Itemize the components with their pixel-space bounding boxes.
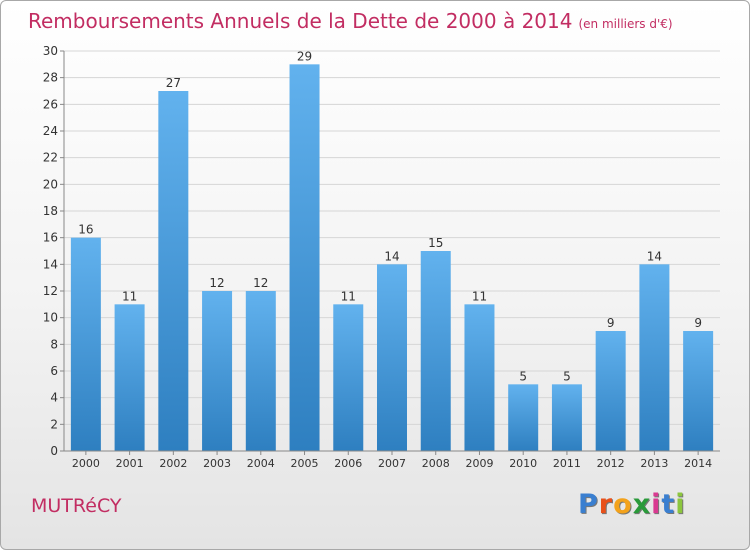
- x-tick-label-2008: 2008: [422, 457, 450, 470]
- y-tick-label: 24: [43, 124, 58, 138]
- x-tick-label-2000: 2000: [72, 457, 100, 470]
- bar-2010: [508, 384, 539, 451]
- y-tick-label: 20: [43, 177, 58, 191]
- y-tick-label: 16: [43, 231, 58, 245]
- y-tick-label: 28: [43, 71, 58, 85]
- chart-title-text: Remboursements Annuels de la Dette de 20…: [28, 9, 573, 33]
- bar-2004: [245, 291, 276, 451]
- bar-2001: [114, 304, 145, 451]
- logo-letter: i: [651, 489, 662, 520]
- value-label-2000: 16: [78, 223, 93, 237]
- y-tick-label: 18: [43, 204, 58, 218]
- bar-2011: [551, 384, 582, 451]
- y-tick-label: 8: [50, 337, 58, 351]
- value-label-2010: 5: [519, 369, 527, 383]
- bar-2006: [333, 304, 364, 451]
- x-tick-label-2003: 2003: [203, 457, 231, 470]
- value-label-2008: 15: [428, 236, 443, 250]
- bar-2002: [158, 91, 189, 451]
- value-label-2012: 9: [607, 316, 615, 330]
- x-tick-label-2012: 2012: [597, 457, 625, 470]
- value-label-2011: 5: [563, 369, 571, 383]
- y-tick-label: 26: [43, 97, 58, 111]
- proxiti-logo[interactable]: Proxiti: [578, 489, 686, 520]
- value-label-2005: 29: [297, 49, 312, 63]
- x-tick-label-2005: 2005: [291, 457, 319, 470]
- y-tick-label: 14: [43, 257, 58, 271]
- x-tick-label-2007: 2007: [378, 457, 406, 470]
- bar-2007: [377, 264, 407, 451]
- bar-2009: [464, 304, 495, 451]
- bar-2000: [70, 237, 101, 451]
- x-tick-label-2004: 2004: [247, 457, 275, 470]
- y-tick-label: 0: [50, 444, 58, 458]
- y-tick-label: 22: [43, 151, 58, 165]
- x-tick-label-2009: 2009: [465, 457, 493, 470]
- logo-letter: r: [598, 489, 614, 520]
- y-tick-label: 2: [50, 417, 58, 431]
- value-label-2006: 11: [341, 289, 356, 303]
- town-name: MUTRéCY: [31, 495, 122, 517]
- chart-title: Remboursements Annuels de la Dette de 20…: [28, 9, 673, 33]
- chart-subtitle: (en milliers d'€): [578, 17, 673, 31]
- logo-letter: x: [632, 489, 652, 520]
- bars: 16 11 27 12 12 29 11 14 15 11 5 5 9 14 9: [70, 49, 714, 452]
- x-tick-label-2002: 2002: [159, 457, 187, 470]
- bar-2005: [289, 64, 320, 452]
- bar-2008: [420, 251, 451, 451]
- logo-letter: t: [661, 489, 676, 520]
- y-tick-label: 30: [43, 44, 58, 58]
- y-tick-label: 10: [43, 311, 58, 325]
- x-tick-label-2010: 2010: [509, 457, 537, 470]
- y-tick-label: 4: [50, 391, 58, 405]
- logo-letter: P: [578, 489, 599, 520]
- bar-2013: [639, 264, 670, 451]
- bar-2012: [595, 331, 626, 451]
- bar-2014: [683, 331, 714, 451]
- x-tick-label-2013: 2013: [640, 457, 668, 470]
- bar-2003: [202, 291, 233, 451]
- value-label-2001: 11: [122, 289, 137, 303]
- value-label-2014: 9: [694, 316, 702, 330]
- logo-letter: i: [675, 489, 686, 520]
- x-tick-label-2006: 2006: [334, 457, 362, 470]
- value-label-2009: 11: [472, 289, 487, 303]
- y-tick-label: 6: [50, 364, 58, 378]
- x-tick-label-2001: 2001: [116, 457, 144, 470]
- value-label-2007: 14: [384, 249, 399, 263]
- y-tick-label: 12: [43, 284, 58, 298]
- value-label-2004: 12: [253, 276, 268, 290]
- value-label-2002: 27: [166, 76, 181, 90]
- value-label-2013: 14: [647, 249, 662, 263]
- value-label-2003: 12: [209, 276, 224, 290]
- x-tick-label-2011: 2011: [553, 457, 581, 470]
- x-tick-label-2014: 2014: [684, 457, 712, 470]
- logo-letter: o: [613, 489, 633, 520]
